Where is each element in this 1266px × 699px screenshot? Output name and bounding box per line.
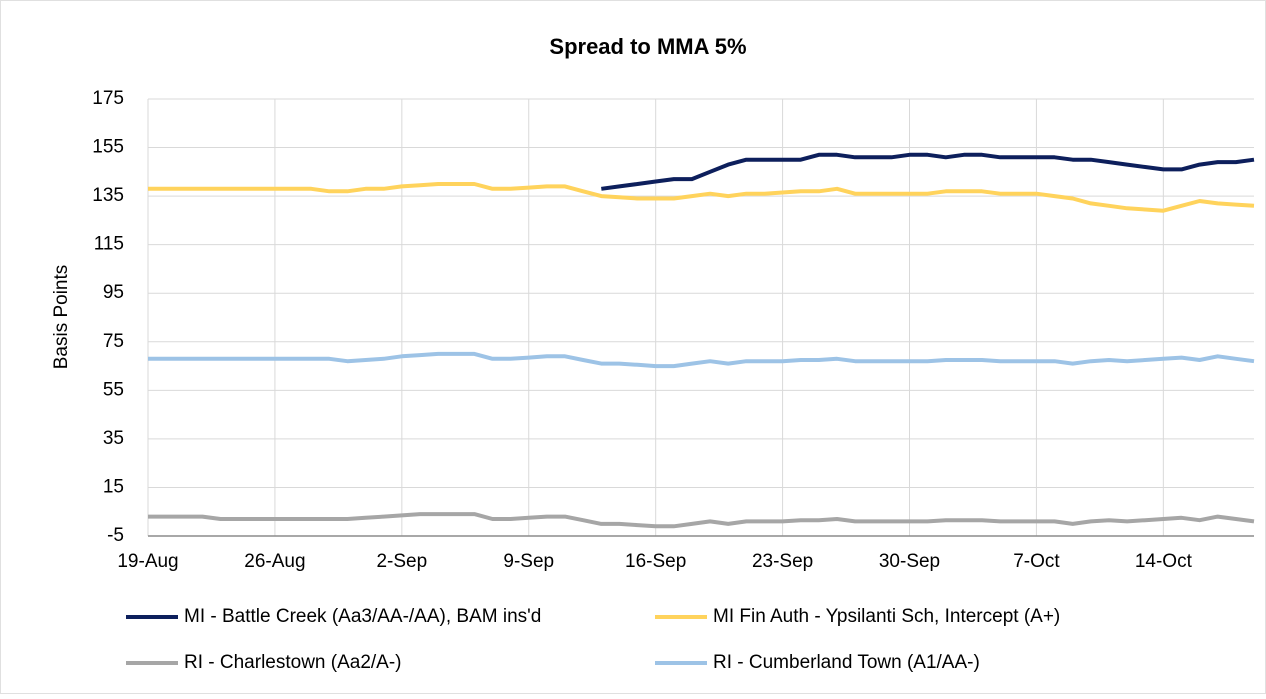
chart-title: Spread to MMA 5%	[549, 34, 746, 59]
x-tick-label: 14-Oct	[1135, 551, 1193, 572]
series-line	[148, 512, 1255, 529]
x-tick-label: 2-Sep	[376, 551, 427, 572]
y-tick-label: 15	[103, 476, 124, 497]
legend-label: MI Fin Auth - Ypsilanti Sch, Intercept (…	[713, 606, 1060, 627]
y-tick-label: 75	[103, 331, 124, 352]
x-tick-label: 16-Sep	[625, 551, 686, 572]
y-tick-label: 115	[94, 234, 124, 255]
x-tick-label: 7-Oct	[1013, 551, 1060, 572]
y-tick-label: 55	[103, 379, 124, 400]
y-tick-label: -5	[107, 525, 124, 546]
y-tick-label: 155	[92, 137, 124, 158]
x-tick-label: 9-Sep	[503, 551, 554, 572]
y-tick-label: 175	[92, 88, 124, 109]
y-axis-label: Basis Points	[51, 265, 72, 370]
x-tick-label: 23-Sep	[752, 551, 813, 572]
x-tick-label: 30-Sep	[879, 551, 940, 572]
y-tick-label: 135	[92, 185, 124, 206]
series-line	[148, 182, 1255, 213]
y-tick-label: 35	[103, 428, 124, 449]
series-line	[148, 351, 1255, 369]
y-tick-label: 95	[103, 282, 124, 303]
series-line	[601, 152, 1255, 191]
legend-label: RI - Charlestown (Aa2/A-)	[184, 652, 402, 673]
legend-label: RI - Cumberland Town (A1/AA-)	[713, 652, 980, 673]
x-tick-label: 19-Aug	[117, 551, 178, 572]
x-tick-label: 26-Aug	[244, 551, 305, 572]
legend-label: MI - Battle Creek (Aa3/AA-/AA), BAM ins'…	[184, 606, 541, 627]
